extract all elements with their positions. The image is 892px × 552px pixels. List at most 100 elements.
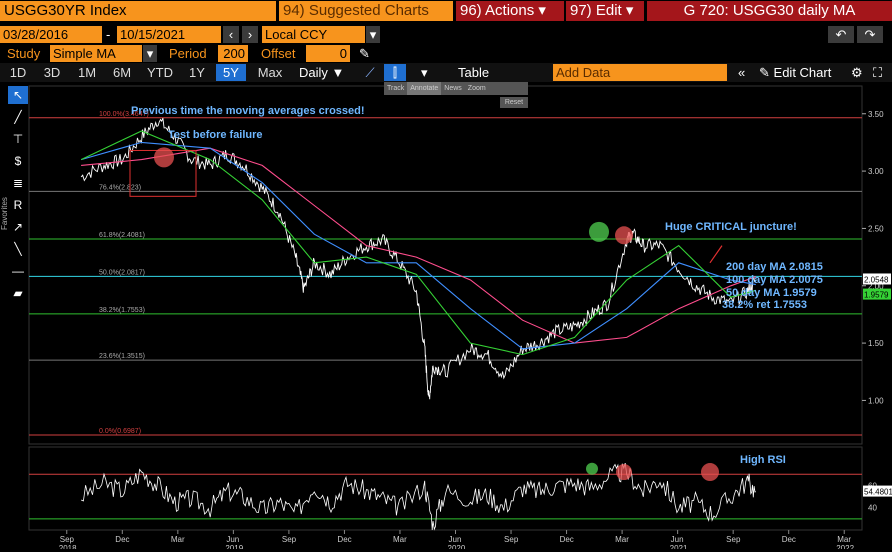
chevron-down-icon: ▼ [331, 65, 345, 80]
prev-period-icon[interactable]: ‹ [223, 26, 239, 43]
offset-field[interactable]: 0 [306, 45, 350, 62]
actions-menu[interactable]: 96) Actions ▾ [456, 1, 564, 21]
chevron-down-icon: ▾ [538, 2, 546, 19]
annotation-ret: 38.2% ret 1.7553 [722, 299, 807, 311]
tab-max[interactable]: Max [257, 65, 283, 80]
tab-5y[interactable]: 5Y [216, 64, 246, 81]
tab-3d[interactable]: 3D [43, 65, 61, 80]
track-button[interactable]: Track [387, 85, 405, 92]
settings-icon[interactable]: ⚙ [851, 65, 863, 80]
x-month-label: Mar [615, 535, 629, 544]
y-tick-label: 3.00 [868, 167, 884, 176]
highlight-circle [589, 221, 609, 242]
chevron-down-icon[interactable]: ▾ [366, 26, 380, 43]
edit-chart-button[interactable]: ✎ Edit Chart [756, 64, 834, 81]
reset-button[interactable]: Reset [500, 97, 528, 108]
x-month-label: Mar [837, 535, 851, 544]
ma200-series-line [81, 147, 756, 344]
ma100-series-line [80, 141, 756, 350]
annotation-test: Test before failure [168, 129, 263, 141]
add-data-field[interactable]: Add Data [553, 64, 727, 81]
fib-icon[interactable]: ≣ [8, 174, 28, 192]
last-ma50-label: 1.9579 [864, 291, 889, 300]
rsi-last-tag [863, 485, 892, 497]
ma50-series-line [80, 130, 756, 356]
annotation-crossed: Previous time the moving averages crosse… [131, 105, 365, 117]
fib-level-label: 100.0%(3.4647) [99, 111, 149, 118]
tab-1y[interactable]: 1Y [189, 65, 205, 80]
period-field[interactable]: 200 [218, 45, 248, 62]
rsi-title: High RSI [740, 454, 786, 466]
candle-chart-icon[interactable]: ⫿ [384, 64, 406, 81]
trend-icon[interactable]: ⊤ [8, 130, 28, 148]
suggested-charts-button[interactable]: 94) Suggested Charts [279, 1, 453, 21]
tab-1m[interactable]: 1M [77, 65, 97, 80]
arrow-icon[interactable]: ↗ [8, 218, 28, 236]
y-tick-label: 3.50 [868, 110, 884, 119]
x-year-label: 2020 [448, 544, 466, 549]
x-month-label: Sep [60, 535, 75, 544]
start-date-field[interactable]: 03/28/2016 [0, 26, 102, 43]
draw-line-icon[interactable]: ╱ [8, 108, 28, 126]
actions-label: 96) Actions [460, 2, 535, 19]
x-month-label: Jun [449, 535, 462, 544]
edit-menu[interactable]: 97) Edit ▾ [566, 1, 644, 21]
shape-icon[interactable]: R [8, 196, 28, 214]
last-price-tag [863, 273, 891, 285]
rsi-highlight-circle [616, 464, 632, 481]
chart-svg[interactable]: 3.50 3.00 2.50 2.00 1.50 1.00 100.0%(3.4647) 76… [0, 82, 892, 552]
line-chart-icon[interactable]: ⟋ [365, 65, 375, 80]
annotation-ma100: 100 day MA 2.0075 [726, 274, 823, 286]
x-year-label: 2019 [225, 544, 243, 549]
study-row: Study Simple MA ▾ Period 200 Offset 0 ✎ [0, 44, 892, 63]
currency-select[interactable]: Local CCY [262, 26, 365, 43]
title-row: USGG30YR Index 94) Suggested Charts 96) … [0, 0, 892, 23]
fib-level-label: 23.6%(1.3515) [99, 353, 145, 360]
next-period-icon[interactable]: › [242, 26, 258, 43]
x-year-label: 2018 [59, 544, 77, 549]
end-date-field[interactable]: 10/15/2021 [117, 26, 221, 43]
highlight-circle [154, 147, 174, 168]
favorites-label: Favorites [0, 197, 9, 230]
cursor-icon[interactable]: ↖ [8, 86, 28, 104]
rsi-tick-label: 40 [868, 504, 877, 513]
tab-ytd[interactable]: YTD [147, 65, 173, 80]
ticker-field[interactable]: USGG30YR Index [0, 1, 276, 21]
x-month-label: Jun [226, 535, 239, 544]
interval-select[interactable]: Daily ▼ [296, 64, 347, 81]
fib-level-label: 50.0%(2.0817) [99, 269, 145, 276]
price-level-icon[interactable]: $ [8, 152, 28, 170]
delete-icon[interactable]: ▰ [8, 284, 28, 302]
chevron-down-icon[interactable]: ▾ [143, 45, 157, 62]
x-month-label: Mar [171, 535, 185, 544]
fib-level-label: 0.0%(0.6987) [99, 428, 141, 435]
chart-area[interactable]: 3.50 3.00 2.50 2.00 1.50 1.00 100.0%(3.4647) 76… [0, 82, 892, 552]
period-label: Period [169, 46, 207, 61]
interval-label: Daily [299, 65, 328, 80]
pencil-icon: ✎ [759, 65, 770, 80]
tab-1d[interactable]: 1D [9, 65, 27, 80]
hline-icon[interactable]: ― [8, 262, 28, 280]
zoom-button[interactable]: Zoom [467, 85, 486, 92]
measure-icon[interactable]: ╲ [8, 240, 28, 258]
redo-icon[interactable]: ↷ [857, 26, 883, 43]
annotation-juncture: Huge CRITICAL juncture! [665, 221, 797, 233]
tab-6m[interactable]: 6M [112, 65, 132, 80]
arrow-line [709, 245, 723, 264]
chevron-down-icon[interactable]: ▾ [421, 65, 428, 80]
fullscreen-icon[interactable]: ⛶ [873, 65, 883, 80]
rsi-highlight-circle [701, 463, 719, 482]
annotate-button[interactable]: Annotate [407, 82, 442, 95]
edit-chart-label: Edit Chart [773, 65, 832, 80]
date-row: 03/28/2016 - 10/15/2021 ‹ › Local CCY ▾ … [0, 25, 892, 44]
last-price-label: 2.0548 [864, 275, 889, 284]
news-button[interactable]: News [444, 85, 462, 92]
table-button[interactable]: Table [458, 65, 490, 80]
x-month-label: Sep [726, 535, 741, 544]
undo-icon[interactable]: ↶ [828, 26, 854, 43]
x-month-label: Jun [671, 535, 684, 544]
highlight-circle [615, 226, 633, 245]
collapse-icon[interactable]: « [738, 65, 746, 80]
study-select[interactable]: Simple MA [50, 45, 142, 62]
pencil-icon[interactable]: ✎ [359, 46, 370, 61]
